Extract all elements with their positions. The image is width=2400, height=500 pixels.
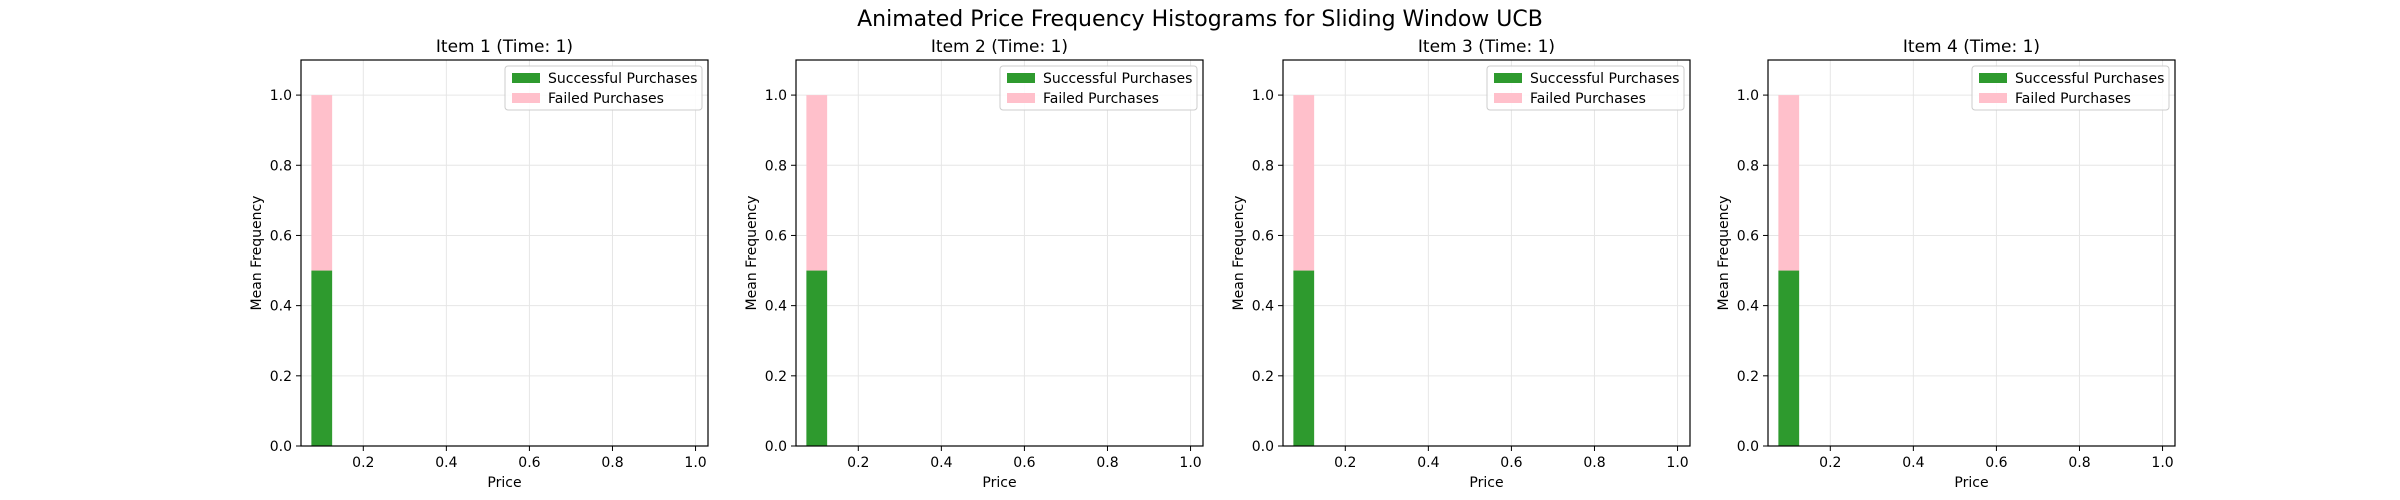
y-tick-label: 0.2 xyxy=(270,369,292,385)
subplot-title: Item 3 (Time: 1) xyxy=(1418,37,1555,57)
x-tick-label: 0.2 xyxy=(847,455,869,471)
success-bar xyxy=(1293,270,1315,446)
x-tick-label: 1.0 xyxy=(684,455,706,471)
legend-swatch-success xyxy=(1979,73,2007,83)
axes-frame xyxy=(1282,59,1691,447)
success-bar xyxy=(806,270,828,446)
y-tick-label: 0.2 xyxy=(765,369,787,385)
axes-frame xyxy=(300,59,709,447)
legend-frame xyxy=(999,65,1198,111)
y-tick-label: 0.6 xyxy=(765,228,787,244)
legend-swatch-failed xyxy=(1494,93,1522,103)
x-tick-label: 0.4 xyxy=(1902,455,1924,471)
legend-swatch-failed xyxy=(1007,93,1035,103)
y-axis-label: Mean Frequency xyxy=(1231,196,1247,311)
x-tick-label: 0.8 xyxy=(1583,455,1605,471)
x-tick-label: 0.6 xyxy=(1013,455,1035,471)
y-axis-label: Mean Frequency xyxy=(744,196,760,311)
success-bar xyxy=(311,270,333,446)
subplot-2: 0.2 0.4 0.6 0.8 1.0 0.0 0.2 0.4 0.6 0.8 1.0 Item 2 … xyxy=(744,37,1204,491)
x-tick-label: 1.0 xyxy=(1666,455,1688,471)
legend-label-failed: Failed Purchases xyxy=(1043,91,1159,107)
y-axis-label: Mean Frequency xyxy=(1716,196,1732,311)
legend: Successful Purchases Failed Purchases xyxy=(1971,65,2170,111)
x-tick-label: 0.4 xyxy=(435,455,457,471)
y-tick-label: 0.8 xyxy=(765,158,787,174)
legend-frame xyxy=(504,65,703,111)
legend-swatch-success xyxy=(512,73,540,83)
legend-label-success: Successful Purchases xyxy=(548,71,697,87)
y-axis-label: Mean Frequency xyxy=(249,196,265,311)
y-tick-label: 0.0 xyxy=(765,439,787,455)
legend-swatch-failed xyxy=(512,93,540,103)
y-tick-label: 0.6 xyxy=(270,228,292,244)
y-tick-label: 1.0 xyxy=(765,88,787,104)
x-tick-label: 1.0 xyxy=(1179,455,1201,471)
y-tick-label: 0.2 xyxy=(1252,369,1274,385)
y-tick-label: 0.2 xyxy=(1737,369,1759,385)
subplot-title: Item 2 (Time: 1) xyxy=(931,37,1068,57)
legend-label-success: Successful Purchases xyxy=(1530,71,1679,87)
y-tick-label: 0.0 xyxy=(270,439,292,455)
legend-swatch-success xyxy=(1007,73,1035,83)
legend: Successful Purchases Failed Purchases xyxy=(999,65,1198,111)
y-tick-label: 0.4 xyxy=(1252,299,1274,315)
x-tick-label: 0.8 xyxy=(1096,455,1118,471)
x-tick-label: 0.2 xyxy=(352,455,374,471)
y-tick-label: 1.0 xyxy=(1737,88,1759,104)
y-tick-label: 0.6 xyxy=(1737,228,1759,244)
x-tick-label: 0.4 xyxy=(930,455,952,471)
failed-bar xyxy=(1778,95,1800,271)
y-tick-label: 0.8 xyxy=(1252,158,1274,174)
legend-swatch-failed xyxy=(1979,93,2007,103)
legend-swatch-success xyxy=(1494,73,1522,83)
x-tick-label: 0.6 xyxy=(1500,455,1522,471)
subplot-4: 0.2 0.4 0.6 0.8 1.0 0.0 0.2 0.4 0.6 0.8 1.0 Item 4 … xyxy=(1716,37,2176,491)
x-axis-label: Price xyxy=(982,475,1016,491)
x-axis-label: Price xyxy=(1469,475,1503,491)
failed-bar xyxy=(1293,95,1315,271)
x-axis-label: Price xyxy=(1954,475,1988,491)
legend: Successful Purchases Failed Purchases xyxy=(1486,65,1685,111)
legend-label-success: Successful Purchases xyxy=(2015,71,2164,87)
x-tick-label: 0.8 xyxy=(2068,455,2090,471)
y-tick-label: 0.8 xyxy=(1737,158,1759,174)
x-tick-label: 0.2 xyxy=(1334,455,1356,471)
failed-bar xyxy=(806,95,828,271)
subplot-1: 0.2 0.4 0.6 0.8 1.0 0.0 0.2 0.4 0.6 0.8 1.0 Item 1 … xyxy=(249,37,709,491)
figure-title: Animated Price Frequency Histograms for … xyxy=(857,7,1543,32)
x-tick-label: 0.8 xyxy=(601,455,623,471)
subplot-grid: 0.2 0.4 0.6 0.8 1.0 0.0 0.2 0.4 0.6 0.8 1.0 Item 1 … xyxy=(249,37,2176,491)
y-tick-label: 0.0 xyxy=(1737,439,1759,455)
x-tick-label: 0.2 xyxy=(1819,455,1841,471)
success-bar xyxy=(1778,270,1800,446)
y-tick-label: 0.0 xyxy=(1252,439,1274,455)
subplot-3: 0.2 0.4 0.6 0.8 1.0 0.0 0.2 0.4 0.6 0.8 1.0 Item 3 … xyxy=(1231,37,1691,491)
legend-label-failed: Failed Purchases xyxy=(548,91,664,107)
failed-bar xyxy=(311,95,333,271)
legend-frame xyxy=(1971,65,2170,111)
legend-label-success: Successful Purchases xyxy=(1043,71,1192,87)
x-tick-label: 0.6 xyxy=(518,455,540,471)
axes-frame xyxy=(795,59,1204,447)
subplot-title: Item 1 (Time: 1) xyxy=(436,37,573,57)
y-tick-label: 0.4 xyxy=(270,299,292,315)
y-tick-label: 0.6 xyxy=(1252,228,1274,244)
x-tick-label: 1.0 xyxy=(2151,455,2173,471)
y-tick-label: 0.4 xyxy=(1737,299,1759,315)
axes-frame xyxy=(1767,59,2176,447)
x-tick-label: 0.4 xyxy=(1417,455,1439,471)
legend: Successful Purchases Failed Purchases xyxy=(504,65,703,111)
y-tick-label: 0.8 xyxy=(270,158,292,174)
y-tick-label: 1.0 xyxy=(1252,88,1274,104)
x-axis-label: Price xyxy=(487,475,521,491)
subplot-title: Item 4 (Time: 1) xyxy=(1903,37,2040,57)
legend-label-failed: Failed Purchases xyxy=(1530,91,1646,107)
y-tick-label: 0.4 xyxy=(765,299,787,315)
legend-label-failed: Failed Purchases xyxy=(2015,91,2131,107)
legend-frame xyxy=(1486,65,1685,111)
y-tick-label: 1.0 xyxy=(270,88,292,104)
x-tick-label: 0.6 xyxy=(1985,455,2007,471)
